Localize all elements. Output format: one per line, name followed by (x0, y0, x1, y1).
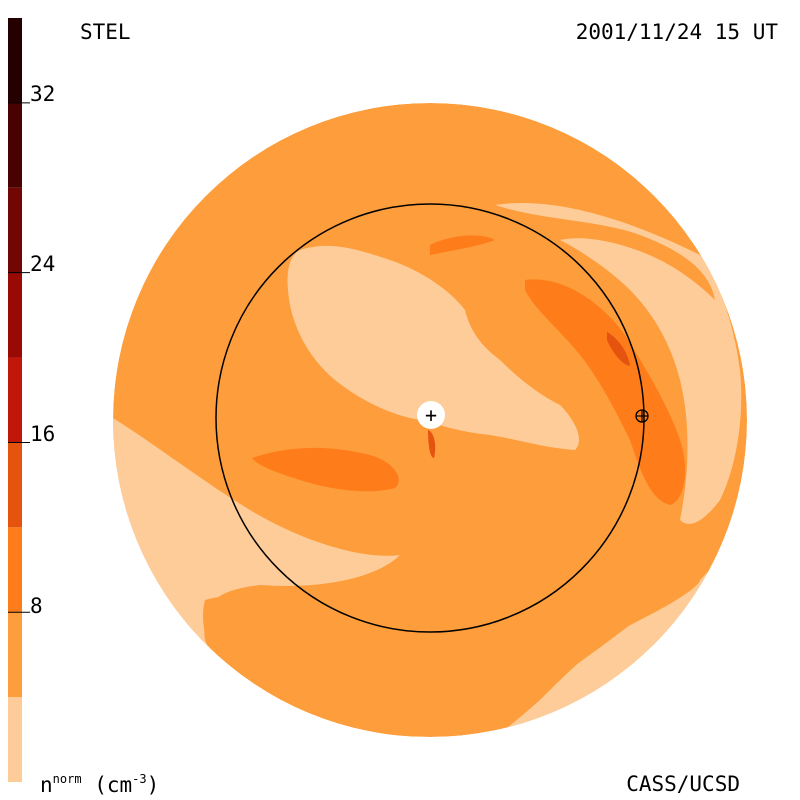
light-region-outer (113, 410, 747, 737)
colorbar-band (8, 187, 22, 273)
colorbar-band (8, 18, 22, 103)
instrument-label: STEL (80, 20, 131, 44)
light-region-right (495, 203, 742, 524)
colorbar-band (8, 272, 22, 358)
mid-patch-right (525, 279, 686, 505)
base-band-lower (203, 487, 700, 737)
colorbar-band (8, 442, 22, 528)
colorbar (8, 18, 30, 782)
colorbar-band (8, 102, 22, 188)
datetime-label: 2001/11/24 15 UT (575, 20, 778, 44)
credit-label: CASS/UCSD (626, 772, 740, 796)
colorbar-band (8, 697, 22, 782)
high-patch (607, 332, 630, 366)
mid-patch-left (252, 447, 399, 492)
colorbar-band (8, 357, 22, 443)
light-region-center (287, 245, 580, 450)
small-streak (428, 430, 436, 458)
orbit-circle (215, 203, 645, 633)
earth-marker (635, 409, 649, 423)
sun-plus: + (425, 403, 437, 427)
sun-marker (417, 401, 445, 429)
colorbar-tick-label: 24 (30, 252, 56, 276)
colorbar-band (8, 612, 22, 698)
unit-label: nnorm (cm-3) (40, 772, 160, 797)
colorbar-band (8, 527, 22, 613)
colorbar-tick-label: 8 (30, 594, 43, 618)
mid-patch-top (430, 235, 495, 255)
colorbar-tick-label: 32 (30, 82, 56, 106)
colorbar-tick-label: 16 (30, 422, 56, 446)
